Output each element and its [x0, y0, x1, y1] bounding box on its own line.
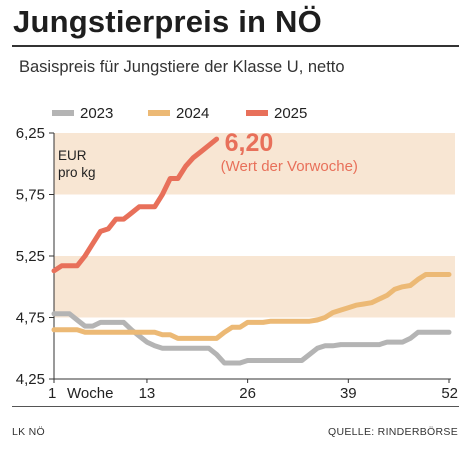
chart-subtitle: Basispreis für Jungstiere der Klasse U, …: [19, 58, 345, 76]
legend-label-2025: 2025: [274, 105, 307, 122]
x-tick-label: 52: [441, 385, 458, 400]
y-tick-label: 4,75: [16, 310, 45, 327]
x-axis: 1 13 26 39 52 Woche: [48, 378, 458, 400]
footer-credit: LK NÖ: [12, 426, 46, 438]
series-line-2024: [51, 272, 452, 341]
x-tick-label: 39: [340, 385, 357, 400]
callout-note: (Wert der Vorwoche): [221, 158, 358, 175]
x-tick-label: 13: [139, 385, 156, 400]
background-band-1: [54, 133, 455, 195]
footer-rule: [12, 406, 459, 407]
annotations: EUR pro kg 6,20 (Wert der Vorwoche): [58, 129, 358, 180]
y-tick-label: 5,25: [16, 248, 45, 265]
price-chart: 2023 2024 2025 4,25 4,75 5,25 5,75 6,25 1 13 26 3…: [16, 105, 458, 400]
legend: 2023 2024 2025: [52, 105, 307, 122]
title-rule: [12, 45, 459, 47]
series-line-2023: [51, 311, 452, 366]
y-tick-label: 6,25: [16, 125, 45, 142]
background-bands: [54, 133, 455, 318]
callout-value: 6,20: [225, 129, 274, 157]
x-tick-label: 1: [48, 385, 56, 400]
footer-source: QUELLE: RINDERBÖRSE: [328, 426, 458, 438]
y-tick-label: 4,25: [16, 371, 45, 388]
x-axis-label: Woche: [67, 385, 113, 400]
y-tick-label: 5,75: [16, 187, 45, 204]
unit-label-currency: EUR: [58, 148, 87, 163]
x-tick-label: 26: [239, 385, 256, 400]
unit-label-per-kg: pro kg: [58, 165, 96, 180]
background-band-2: [54, 256, 455, 318]
y-axis: 4,25 4,75 5,25 5,75 6,25: [16, 125, 55, 388]
series-lines: [51, 136, 452, 366]
series-line-2025: [51, 136, 220, 274]
chart-title: Jungstierpreis in NÖ: [13, 4, 322, 39]
legend-label-2024: 2024: [176, 105, 209, 122]
legend-label-2023: 2023: [80, 105, 113, 122]
